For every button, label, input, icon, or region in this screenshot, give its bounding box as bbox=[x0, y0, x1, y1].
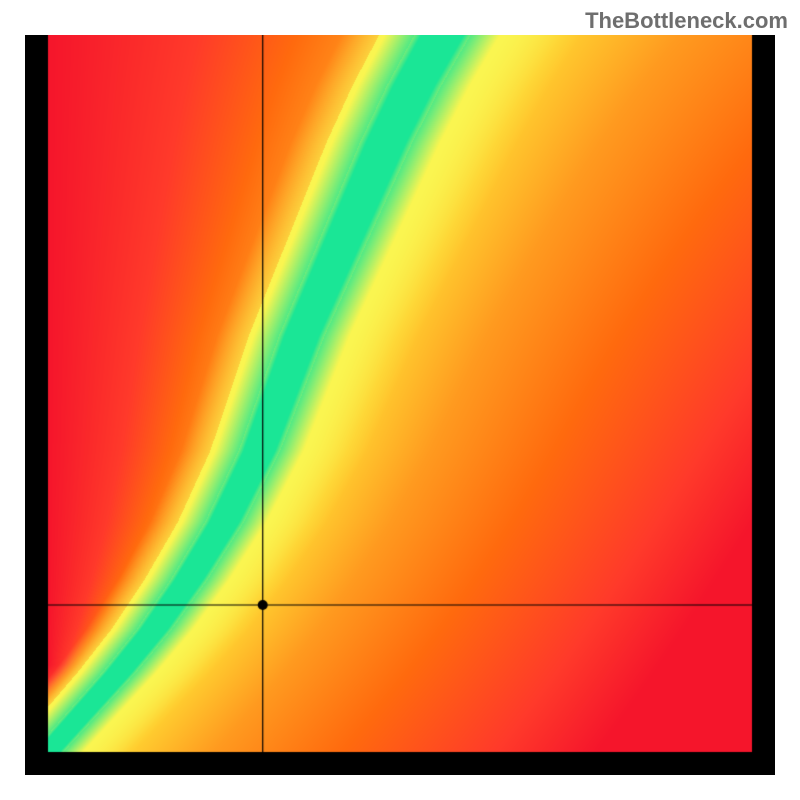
chart-container: TheBottleneck.com bbox=[0, 0, 800, 800]
watermark-text: TheBottleneck.com bbox=[585, 8, 788, 34]
plot-frame bbox=[25, 35, 775, 775]
heatmap-canvas bbox=[25, 35, 775, 775]
